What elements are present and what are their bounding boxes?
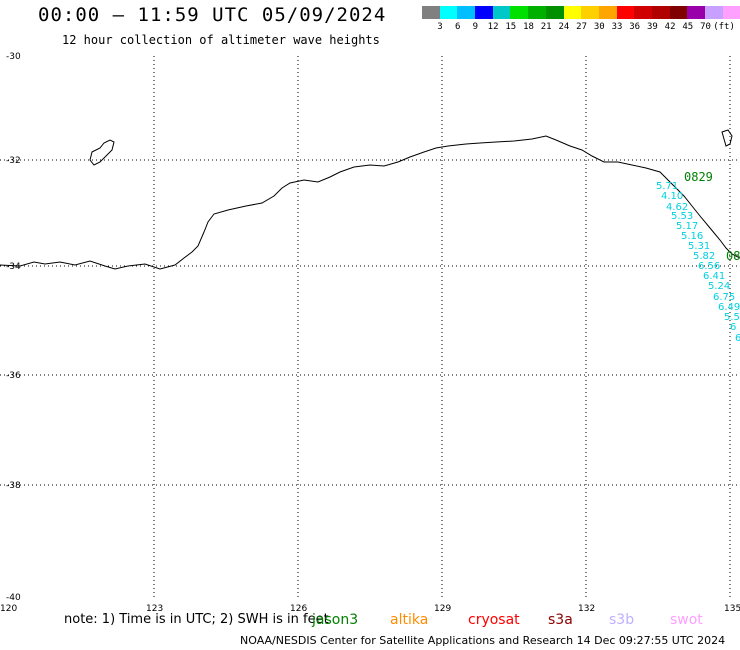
wave-height-value: 4.62: [666, 202, 688, 213]
colorbar-label: 6: [454, 22, 461, 32]
wave-height-value: 5.82: [693, 251, 715, 262]
colorbar-swatch: [457, 6, 476, 19]
satellite-legend-item: altika: [390, 612, 429, 628]
wave-height-value: 6: [735, 333, 740, 344]
colorbar-swatch: [545, 6, 564, 19]
longitude-label: 123: [146, 604, 163, 614]
wave-height-value: 6.56: [698, 261, 720, 272]
colorbar-swatch: [563, 6, 582, 19]
colorbar-label: 18: [523, 22, 534, 32]
colorbar-swatch: [528, 6, 546, 19]
colorbar-swatch: [439, 6, 458, 19]
wave-height-value: 5.24: [708, 281, 730, 292]
colorbar-swatch: [422, 6, 440, 19]
colorbar-label: 3: [437, 22, 443, 32]
footer-credit: NOAA/NESDIS Center for Satellite Applica…: [240, 634, 726, 647]
colorbar-swatch: [581, 6, 599, 19]
wave-height-colorbar: [422, 6, 740, 19]
colorbar-label: 70: [700, 22, 711, 32]
satellite-track: 5.714.104.625.535.175.165.315.826.566.41…: [656, 181, 740, 344]
wave-height-value: 6: [730, 322, 736, 333]
colorbar-label: 33: [611, 22, 623, 32]
track-time-label: 08: [726, 249, 740, 263]
colorbar-label: 42: [664, 22, 676, 32]
latitude-label: -40: [6, 593, 21, 603]
latitude-labels: -30 -32 -34 -36 -38 -40: [6, 52, 21, 603]
longitude-label: 120: [0, 604, 17, 614]
satellite-legend-item: s3a: [548, 612, 573, 628]
wave-height-value: 4.10: [661, 191, 683, 202]
satellite-legend-item: jason3: [312, 612, 359, 628]
island-outline: [89, 139, 115, 166]
colorbar-swatch: [616, 6, 635, 19]
colorbar-label: 15: [505, 22, 517, 32]
colorbar-swatch: [475, 6, 493, 19]
satellite-legend-item: swot: [670, 612, 703, 628]
colorbar-label: 21: [540, 22, 552, 32]
wave-height-value: 5.31: [688, 241, 710, 252]
colorbar-label: 45: [682, 22, 694, 32]
colorbar-label: 27: [576, 22, 588, 32]
colorbar-label: (ft): [713, 22, 735, 32]
colorbar-swatch: [510, 6, 529, 19]
latitude-label: -34: [6, 262, 21, 272]
colorbar-label: 12: [487, 22, 499, 32]
satellite-legend-item: s3b: [609, 612, 635, 628]
island-outline-east: [721, 129, 733, 147]
colorbar-label: 9: [472, 22, 479, 32]
colorbar-label: 39: [646, 22, 658, 32]
colorbar-label: 30: [593, 22, 605, 32]
wave-height-value: 6.49: [718, 302, 740, 313]
wave-height-value: 5.53: [671, 211, 693, 222]
latitude-label: -36: [6, 371, 21, 381]
wave-height-value: 5.5: [724, 312, 740, 323]
note-text: note: 1) Time is in UTC; 2) SWH is in fe…: [64, 612, 329, 627]
coastline: [0, 135, 740, 270]
latitude-label: -30: [6, 52, 21, 62]
colorbar-swatch: [598, 6, 617, 19]
wave-height-value: 6.75: [713, 292, 735, 303]
colorbar-label: 24: [558, 22, 570, 32]
longitude-label: 135: [724, 604, 740, 614]
colorbar-swatch: [651, 6, 670, 19]
colorbar-swatch: [687, 6, 705, 19]
map-subtitle: 12 hour collection of altimeter wave hei…: [62, 33, 380, 47]
colorbar-swatch: [669, 6, 688, 19]
latitude-label: -32: [6, 156, 21, 166]
wave-height-value: 5.16: [681, 231, 703, 242]
colorbar-swatch: [722, 6, 740, 19]
wave-height-value: 5.17: [676, 221, 698, 232]
longitude-labels: 120 123 126 129 132 135: [0, 604, 740, 614]
longitude-label: 126: [290, 604, 307, 614]
longitude-label: 129: [434, 604, 451, 614]
colorbar-swatch: [705, 6, 723, 19]
wave-height-value: 5.71: [656, 181, 678, 192]
latitude-label: -38: [6, 481, 21, 491]
satellite-legend-item: cryosat: [468, 612, 520, 628]
colorbar-label: 36: [629, 22, 641, 32]
wave-height-value: 6.41: [703, 271, 725, 282]
map-title: 00:00 – 11:59 UTC 05/09/2024: [38, 4, 387, 26]
lat-lon-grid: [0, 56, 740, 600]
track-time-label: 0829: [684, 170, 713, 184]
colorbar-swatch: [634, 6, 652, 19]
colorbar-swatch: [492, 6, 511, 19]
longitude-label: 132: [578, 604, 595, 614]
